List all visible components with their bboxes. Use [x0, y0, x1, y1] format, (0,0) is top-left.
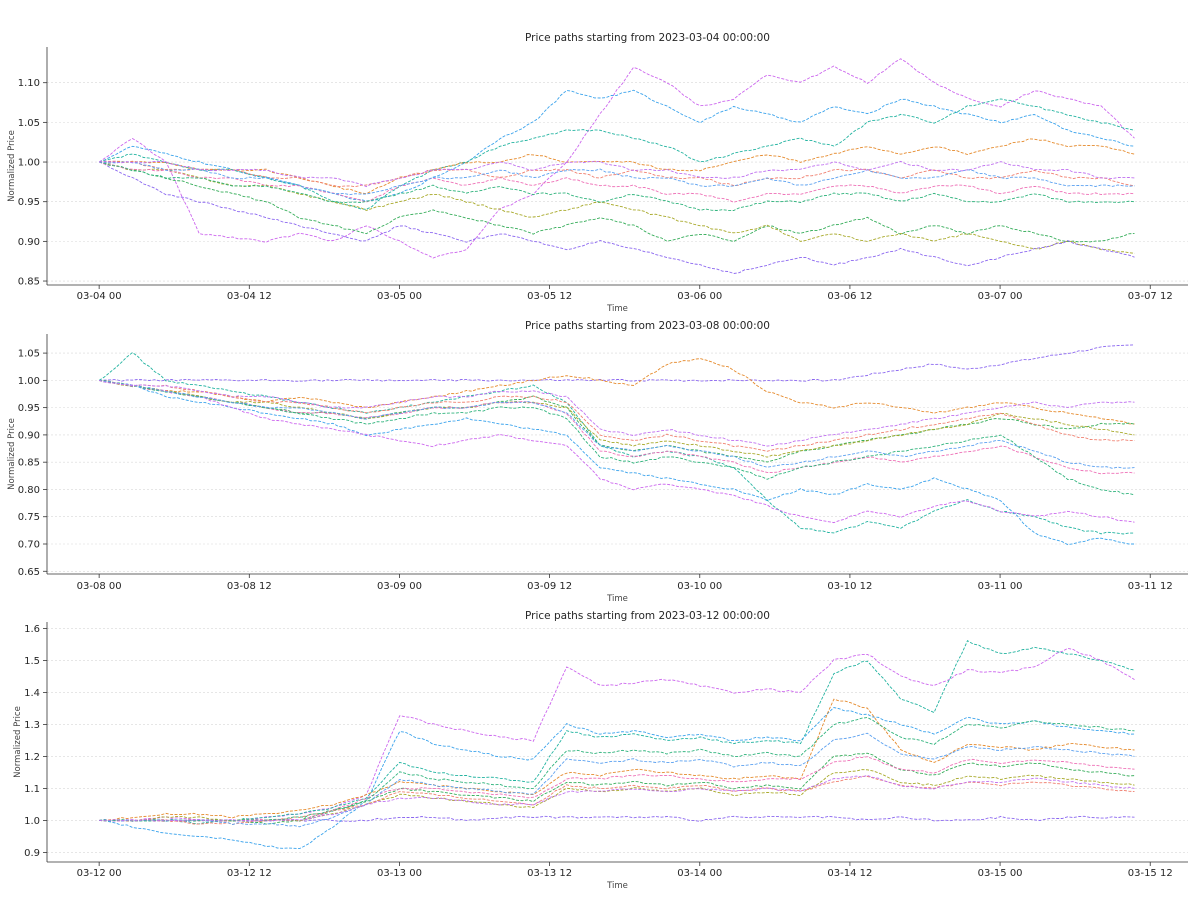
series-line: [99, 379, 1135, 475]
series-line: [98, 161, 1135, 243]
y-tick-label: 1.00: [18, 376, 40, 387]
x-tick-label: 03-09 00: [377, 581, 422, 592]
series-line: [99, 815, 1135, 822]
x-tick-label: 03-14 12: [827, 868, 872, 879]
y-tick-label: 1.10: [18, 78, 40, 89]
x-tick-label: 03-12 00: [77, 868, 122, 879]
y-tick-label: 0.90: [18, 237, 40, 248]
x-tick-label: 03-05 12: [527, 291, 572, 302]
series-line: [98, 89, 1135, 202]
series-line: [99, 774, 1135, 822]
series-line: [99, 717, 1135, 822]
y-tick-label: 1.6: [24, 624, 40, 635]
y-tick-label: 0.90: [18, 430, 40, 441]
y-tick-label: 1.05: [18, 118, 40, 129]
x-tick-label: 03-06 12: [827, 291, 872, 302]
x-tick-label: 03-04 12: [227, 291, 272, 302]
series-line: [99, 698, 1135, 821]
series-line: [99, 138, 1135, 195]
x-tick-label: 03-12 12: [227, 868, 272, 879]
series-line: [99, 344, 1135, 382]
y-axis-label: Normalized Price: [7, 418, 17, 490]
x-tick-label: 03-15 00: [978, 868, 1023, 879]
x-tick-label: 03-04 00: [77, 291, 122, 302]
y-tick-label: 0.9: [24, 848, 40, 859]
series-line: [98, 58, 1135, 259]
x-tick-label: 03-10 12: [827, 581, 872, 592]
series-line: [99, 647, 1135, 822]
x-tick-label: 03-14 00: [677, 868, 722, 879]
series-line: [99, 160, 1135, 188]
x-tick-label: 03-11 00: [978, 581, 1023, 592]
y-tick-label: 0.95: [18, 197, 40, 208]
x-tick-label: 03-13 00: [377, 868, 422, 879]
x-tick-label: 03-11 12: [1128, 581, 1173, 592]
x-axis-label: Time: [606, 881, 628, 891]
series-line: [99, 379, 1135, 496]
x-tick-label: 03-06 00: [677, 291, 722, 302]
series-line: [99, 379, 1135, 458]
series-line: [98, 161, 1135, 203]
series-line: [98, 161, 1135, 211]
chart-title: Price paths starting from 2023-03-04 00:…: [525, 32, 770, 44]
x-tick-label: 03-07 12: [1128, 291, 1173, 302]
y-tick-label: 0.85: [18, 277, 40, 288]
y-tick-label: 1.4: [24, 688, 40, 699]
y-tick-label: 0.80: [18, 485, 40, 496]
y-axis-label: Normalized Price: [13, 706, 23, 778]
y-tick-label: 1.3: [24, 720, 40, 731]
x-tick-label: 03-07 00: [978, 291, 1023, 302]
y-tick-label: 1.5: [24, 656, 40, 667]
chart-title: Price paths starting from 2023-03-12 00:…: [525, 610, 770, 622]
y-tick-label: 0.70: [18, 540, 40, 551]
series-line: [99, 379, 1135, 469]
x-tick-label: 03-08 00: [77, 581, 122, 592]
x-tick-label: 03-05 00: [377, 291, 422, 302]
y-tick-label: 0.85: [18, 458, 40, 469]
series-line: [98, 161, 1135, 254]
x-tick-label: 03-10 00: [677, 581, 722, 592]
y-tick-label: 0.65: [18, 567, 40, 578]
x-tick-label: 03-08 12: [227, 581, 272, 592]
series-line: [99, 640, 1135, 825]
x-axis-label: Time: [606, 594, 628, 604]
x-tick-label: 03-15 12: [1128, 868, 1173, 879]
series-line: [98, 98, 1135, 210]
x-axis-label: Time: [606, 304, 628, 314]
series-line: [98, 161, 1135, 274]
chart-title: Price paths starting from 2023-03-08 00:…: [525, 320, 770, 332]
chart-panel-2: 0.65 0.70 0.75 0.80 0.85 0.90 0.95 1.00 1.05 03-0…: [7, 320, 1188, 604]
chart-panel-1: 0.85 0.90 0.95 1.00 1.05 1.10 03-04 00 03-04 12…: [7, 32, 1188, 314]
chart-panel-3: 0.9 1.0 1.1 1.2 1.3 1.4 1.5 1.6 03-12 00 03-12 12…: [13, 610, 1188, 891]
series-line: [98, 379, 1135, 452]
series-line: [99, 769, 1135, 822]
series-line: [99, 160, 1135, 188]
y-tick-label: 1.00: [18, 158, 40, 169]
x-tick-label: 03-09 12: [527, 581, 572, 592]
series-line: [98, 379, 1135, 447]
series-line: [99, 732, 1135, 828]
y-tick-label: 1.1: [24, 784, 40, 795]
series-line: [99, 379, 1135, 546]
y-tick-label: 1.2: [24, 752, 40, 763]
series-line: [99, 379, 1135, 524]
y-tick-label: 0.95: [18, 403, 40, 414]
y-tick-label: 0.75: [18, 512, 40, 523]
series-line: [99, 161, 1135, 196]
y-tick-label: 1.05: [18, 349, 40, 360]
series-line: [99, 358, 1135, 425]
series-line: [99, 756, 1135, 822]
x-tick-label: 03-13 12: [527, 868, 572, 879]
y-tick-label: 1.0: [24, 816, 40, 827]
y-axis-label: Normalized Price: [7, 130, 17, 202]
series-line: [99, 707, 1135, 850]
